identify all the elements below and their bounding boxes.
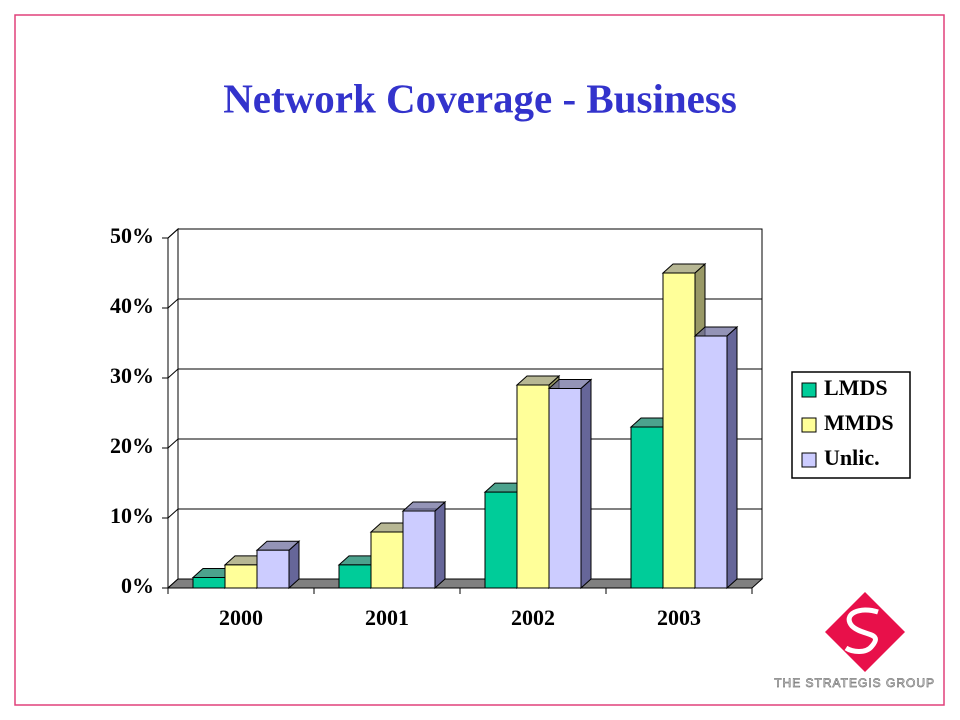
bar — [693, 325, 739, 590]
bar-front — [548, 388, 582, 589]
legend-label: MMDS — [824, 410, 894, 435]
x-tick-label: 2000 — [219, 605, 263, 630]
bar-front — [224, 564, 258, 589]
grid-line — [167, 368, 762, 379]
bar-front — [516, 384, 550, 589]
bar — [255, 540, 301, 590]
plot: 0% 10% 20% 30% 40% 50% 2000 2001 2002 2003 — [110, 223, 764, 630]
logo-text: The Strategis Group — [774, 676, 935, 690]
y-tick-label: 0% — [121, 573, 154, 598]
legend-swatch — [801, 382, 817, 398]
bar-front — [338, 564, 372, 589]
x-tick-label: 2002 — [511, 605, 555, 630]
y-tick-label: 10% — [110, 503, 154, 528]
bar-side — [726, 325, 738, 590]
bar — [401, 500, 447, 590]
y-tick-label: 50% — [110, 223, 154, 248]
bar — [547, 378, 593, 590]
bar-front — [630, 426, 664, 589]
x-tick-label: 2003 — [657, 605, 701, 630]
bar-front — [192, 577, 226, 589]
logo-s — [844, 607, 879, 654]
y-tick-label: 30% — [110, 363, 154, 388]
chart-title: Network Coverage - Business — [223, 75, 737, 121]
bar-front — [484, 491, 518, 589]
grid-line — [167, 228, 762, 239]
y-tick-label: 40% — [110, 293, 154, 318]
y-tick-label: 20% — [110, 433, 154, 458]
grid-line — [167, 298, 762, 309]
legend-label: LMDS — [824, 375, 888, 400]
bar-front — [256, 549, 290, 589]
x-tick-label: 2001 — [365, 605, 409, 630]
bar-front — [370, 531, 404, 589]
bar-front — [662, 272, 696, 589]
logo: The Strategis Group — [774, 592, 935, 691]
bar-side — [580, 378, 592, 590]
side-wall — [167, 227, 179, 590]
legend-swatch — [801, 417, 817, 433]
slide-frame — [14, 14, 945, 706]
legend-swatch — [801, 452, 817, 468]
legend-label: Unlic. — [824, 445, 880, 470]
bar-side — [434, 500, 446, 590]
bar-front — [694, 335, 728, 589]
bar-front — [402, 510, 436, 589]
